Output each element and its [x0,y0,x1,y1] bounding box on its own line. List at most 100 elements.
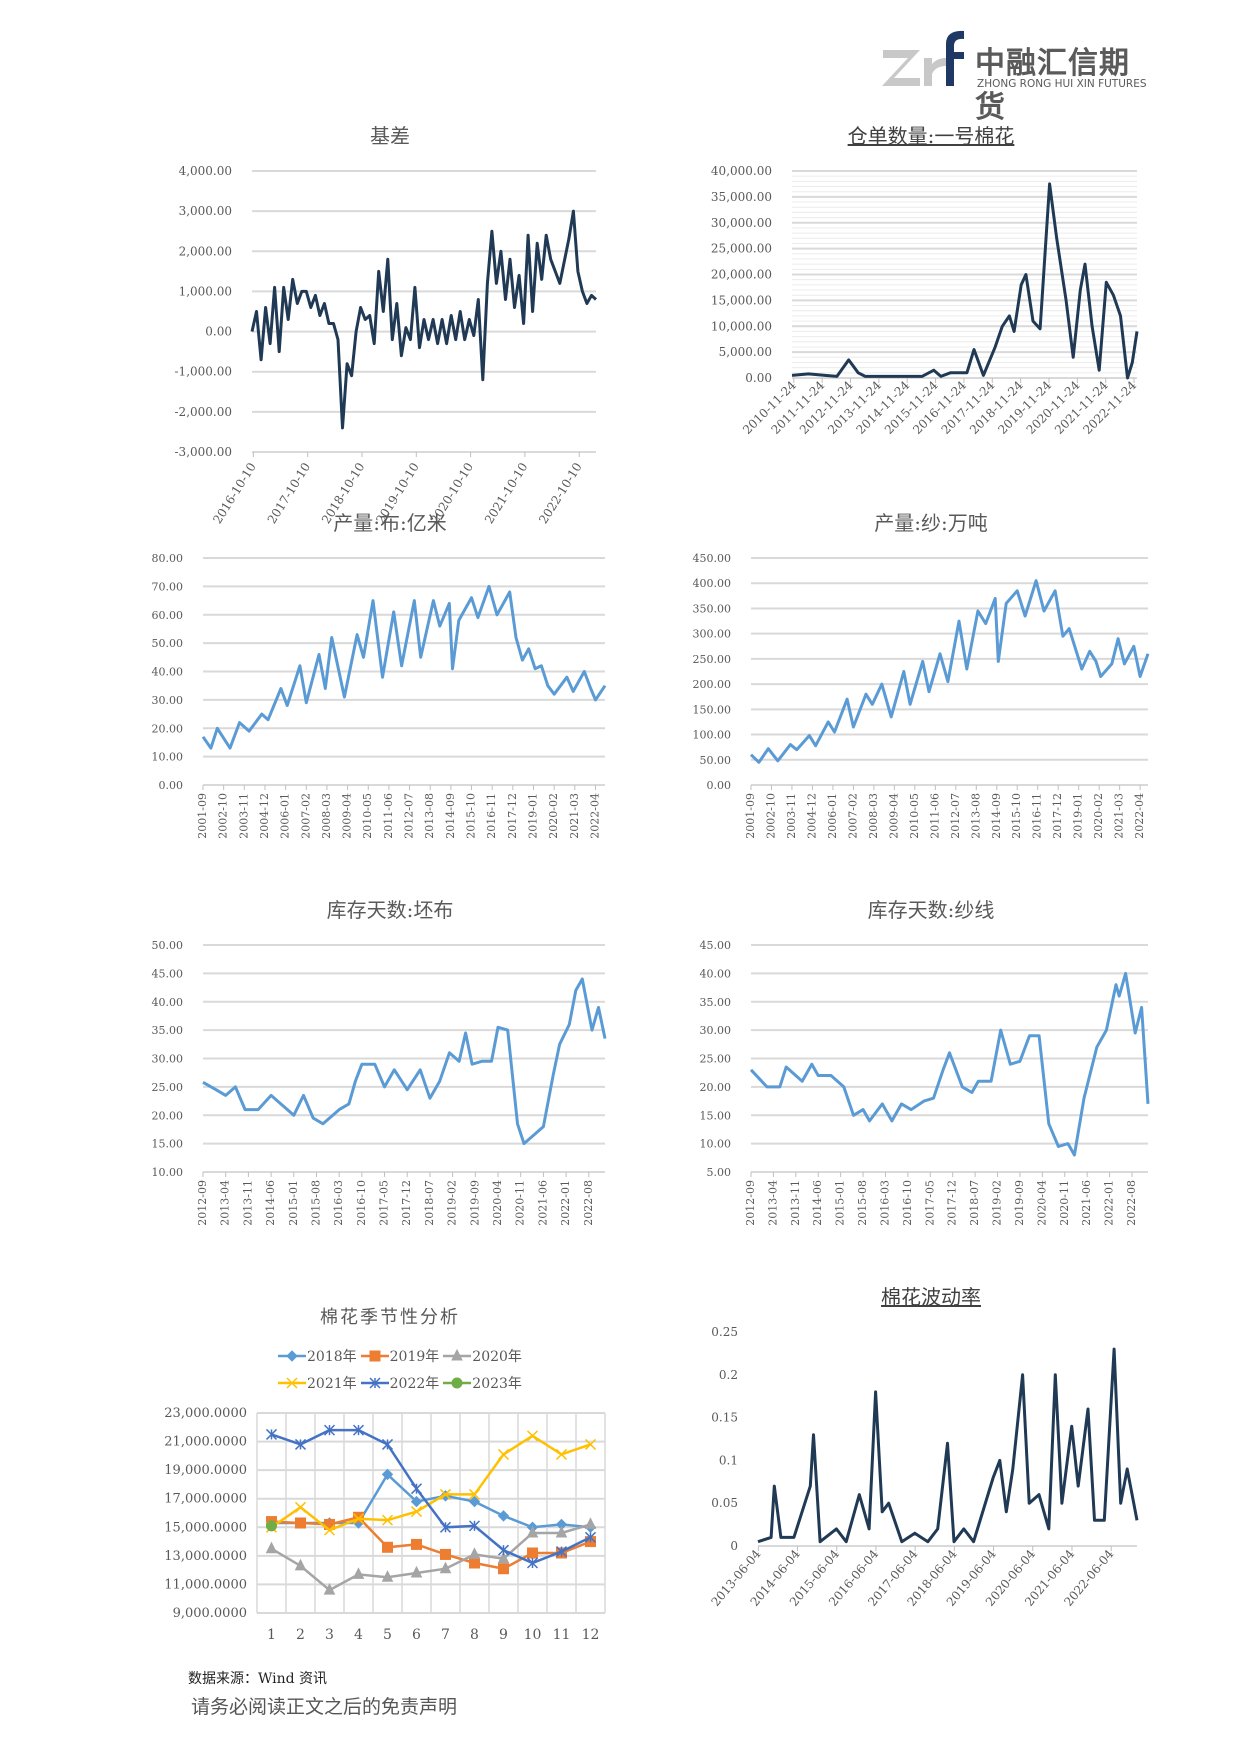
x-tick-label: 2012-09 [196,1180,209,1226]
chart-5: 45.00 40.00 35.00 30.00 25.00 20.00 15.00 10.00… [700,939,1150,1226]
y-tick-label: 11,000.0000 [164,1577,247,1592]
chart-title-greige-inventory-days: 库存天数:坯布 [326,898,454,922]
x-tick-label: 2016-03 [878,1180,891,1226]
company-logo: 中融汇信期货 ZHONG RONG HUI XIN FUTURES [880,28,1160,125]
x-tick-label: 3 [325,1627,334,1643]
x-tick-label: 2019-09 [1013,1180,1026,1226]
x-tick-label: 2017-12 [400,1180,413,1226]
x-tick-label: 2020-04 [491,1180,504,1226]
x-tick-label: 2016-10-10 [210,460,259,526]
x-tick-label: 2015-08 [309,1180,322,1226]
x-tick-label: 12 [582,1627,600,1643]
y-tick-label: 40.00 [152,996,184,1009]
chart-4: 50.00 45.00 40.00 35.00 30.00 25.00 20.00 15.00… [152,939,607,1226]
chart-title-basis: 基差 [370,124,410,148]
legend-x-icon [278,1377,306,1389]
marker-triangle [381,1570,394,1582]
disclaimer-note: 请务必阅读正文之后的免责声明 [191,1696,458,1718]
legend-label: 2023年 [472,1376,522,1392]
series-line [202,977,607,1146]
x-tick-label: 2020-11 [514,1180,527,1226]
x-tick-label: 2019-02 [446,1180,459,1226]
x-tick-label: 2012-07 [403,793,416,839]
x-tick-label: 2022-08 [1125,1180,1138,1226]
marker-diamond [468,1495,481,1508]
y-tick-label: 30.00 [152,694,184,707]
x-tick-label: 2013-08 [969,793,982,839]
x-tick-label: 2022-01 [559,1180,572,1226]
x-tick-label: 2011-06 [382,793,395,839]
series-line [201,584,607,750]
x-tick-label: 2015-10 [1010,793,1023,839]
y-tick-label: 0.1 [719,1453,738,1467]
y-tick-label: -3,000.00 [175,445,233,459]
x-tick-label: 2022-08 [582,1180,595,1226]
x-tick-label: 2013-11 [241,1180,254,1226]
legend-label: 2020年 [472,1349,522,1365]
y-tick-label: 23,000.0000 [164,1406,247,1421]
legend-item: 2020年 [443,1346,522,1366]
x-tick-label: 2007-02 [846,793,859,839]
marker-star [555,1546,568,1558]
y-tick-label: 40,000.00 [711,164,772,178]
data-source-note: 数据来源：Wind 资讯 [188,1671,328,1687]
x-tick-label: 2019-01 [526,793,539,839]
x-tick-label: 2021-10-10 [482,460,531,526]
x-tick-label: 2015-10 [465,793,478,839]
marker-square [498,1563,509,1575]
chart-title-yarn-output: 产量:纱:万吨 [874,511,988,535]
x-tick-label: 2018-07 [423,1180,436,1226]
marker-square [353,1511,364,1523]
x-tick-label: 7 [441,1627,450,1643]
y-tick-label: 35.00 [152,1024,184,1037]
marker-diamond [497,1510,510,1522]
x-tick-label: 2010-05 [361,793,374,839]
x-tick-label: 2020-04 [1035,1180,1048,1226]
y-tick-label: 30,000.00 [711,216,772,230]
x-tick-label: 2009-04 [341,793,354,839]
legend-item: 2023年 [443,1373,522,1393]
marker-star [265,1428,278,1440]
x-tick-label: 2017-12 [506,793,519,839]
x-tick-label: 2021-06 [536,1180,549,1226]
marker-triangle [451,1349,464,1361]
legend-triangle-icon [443,1349,472,1361]
x-tick-label: 2020-02 [1092,793,1105,839]
x-tick-label: 2006-01 [826,793,839,839]
x-tick-label: 2016-03 [332,1180,345,1226]
marker-triangle [584,1517,597,1529]
series-line [749,579,1150,764]
y-tick-label: 9,000.0000 [173,1606,247,1621]
x-tick-label: 2008-03 [320,793,333,839]
x-tick-label: 2014-06 [811,1180,824,1226]
chart-1: 40,000.00 35,000.00 30,000.00 25,000.00 20,0… [711,164,1140,437]
x-tick-label: 2014-06 [264,1180,277,1226]
marker-star [323,1424,336,1436]
x-tick-label: 5 [383,1627,392,1643]
x-tick-label: 2016-11 [485,793,498,839]
x-tick-label: 2002-10 [764,793,777,839]
x-tick-label: 2003-11 [785,793,798,839]
y-tick-label: 5.00 [707,1166,732,1179]
y-tick-label: -2,000.00 [175,405,233,419]
x-tick-label: 2016-10 [355,1180,368,1226]
marker-square [295,1517,306,1529]
logo-name-en: ZHONG RONG HUI XIN FUTURES [977,78,1147,90]
x-tick-label: 2015-08 [856,1180,869,1226]
x-tick-label: 2014-09 [990,793,1003,839]
x-tick-label: 2016-10 [901,1180,914,1226]
x-tick-label: 2021-03 [1113,793,1126,839]
marker-diamond [381,1468,394,1481]
x-tick-label: 2012-09 [744,1180,757,1226]
y-tick-label: 45.00 [700,939,732,952]
x-tick-label: 2013-04 [766,1180,779,1226]
marker-square [527,1547,538,1559]
y-tick-label: 20.00 [700,1081,732,1094]
chart-title-yarn-inventory-days: 库存天数:纱线 [867,898,995,922]
x-tick-label: 2 [296,1627,305,1643]
logo-name-cn: 中融汇信期货 [975,46,1130,125]
y-tick-label: 10.00 [700,1138,732,1151]
x-tick-label: 2020-02 [547,793,560,839]
y-tick-label: 0.05 [711,1496,738,1510]
